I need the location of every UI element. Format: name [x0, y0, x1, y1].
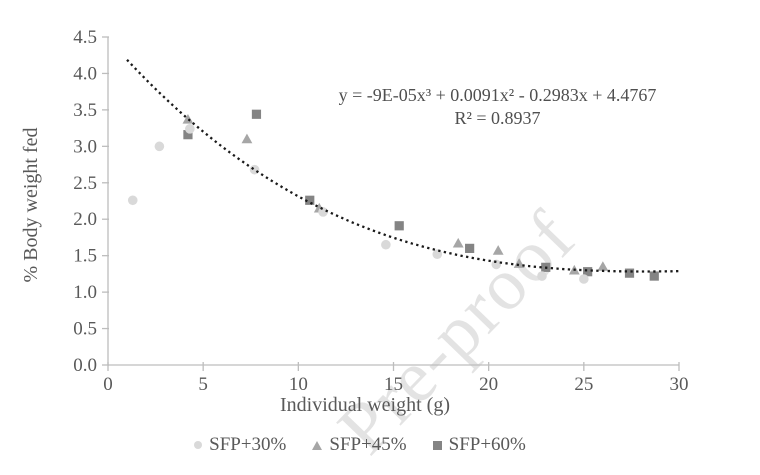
data-point-SFP+30%: [154, 141, 165, 152]
y-tick-label: 2.5: [73, 173, 97, 194]
data-point-SFP+60%: [583, 267, 593, 277]
legend-item-sfp45: SFP+45%: [312, 434, 407, 456]
data-point-SFP+45%: [452, 237, 464, 248]
data-point-SFP+30%: [537, 271, 547, 281]
data-point-SFP+30%: [127, 195, 138, 206]
data-point-SFP+60%: [394, 221, 404, 231]
data-point-SFP+45%: [492, 245, 504, 255]
x-tick-label: 5: [198, 374, 208, 395]
x-tick-label: 10: [289, 374, 308, 395]
x-axis-title: Individual weight (g): [280, 394, 450, 416]
legend: SFP+30% SFP+45% SFP+60%: [0, 434, 720, 456]
trendline-r-squared: R² = 0.8937: [454, 108, 541, 128]
data-point-SFP+30%: [381, 239, 391, 250]
data-point-SFP+30%: [249, 164, 260, 175]
data-point-SFP+30%: [318, 207, 328, 217]
data-point-SFP+45%: [597, 261, 609, 271]
circle-marker-icon: [194, 441, 203, 449]
y-tick-label: 1.5: [73, 246, 97, 267]
data-point-SFP+60%: [624, 268, 635, 278]
trendline-equation: y = -9E-05x³ + 0.0091x² - 0.2983x + 4.47…: [338, 85, 657, 105]
data-point-SFP+45%: [513, 258, 525, 268]
x-tick-label: 15: [384, 374, 403, 395]
legend-label-sfp45: SFP+45%: [329, 434, 407, 455]
data-point-SFP+60%: [465, 243, 475, 253]
data-point-SFP+30%: [491, 259, 502, 270]
y-tick-label: 3.0: [73, 136, 97, 157]
y-tick-label: 3.5: [73, 100, 97, 121]
data-point-SFP+60%: [305, 195, 315, 205]
legend-label-sfp30: SFP+30%: [209, 434, 287, 455]
trendline-annotation: y = -9E-05x³ + 0.0091x² - 0.2983x + 4.47…: [325, 84, 670, 130]
y-tick-label: 0.5: [73, 319, 97, 340]
data-point-SFP+60%: [251, 109, 262, 119]
x-tick-label: 20: [479, 374, 498, 395]
legend-item-sfp30: SFP+30%: [194, 434, 286, 456]
x-tick-label: 0: [103, 374, 113, 395]
y-tick-label: 4.0: [73, 63, 97, 84]
data-point-SFP+30%: [579, 274, 589, 284]
triangle-marker-icon: [312, 440, 323, 450]
x-tick-label: 25: [574, 374, 593, 395]
data-point-SFP+60%: [183, 130, 193, 140]
trendline-path: [126, 59, 680, 273]
data-point-SFP+45%: [241, 133, 253, 144]
y-tick-label: 4.5: [73, 27, 97, 48]
legend-label-sfp60: SFP+60%: [448, 434, 526, 455]
x-tick-label: 30: [670, 374, 689, 395]
data-point-SFP+60%: [649, 271, 659, 281]
y-tick-label: 0.0: [73, 355, 97, 376]
y-tick-label: 1.0: [73, 282, 97, 303]
data-point-SFP+30%: [432, 249, 443, 260]
legend-item-sfp60: SFP+60%: [432, 434, 526, 456]
data-point-SFP+45%: [182, 113, 194, 124]
y-tick-label: 2.0: [73, 209, 97, 230]
data-point-SFP+30%: [185, 124, 195, 134]
square-marker-icon: [432, 440, 442, 450]
y-axis-title: % Body weight fed: [20, 127, 42, 283]
